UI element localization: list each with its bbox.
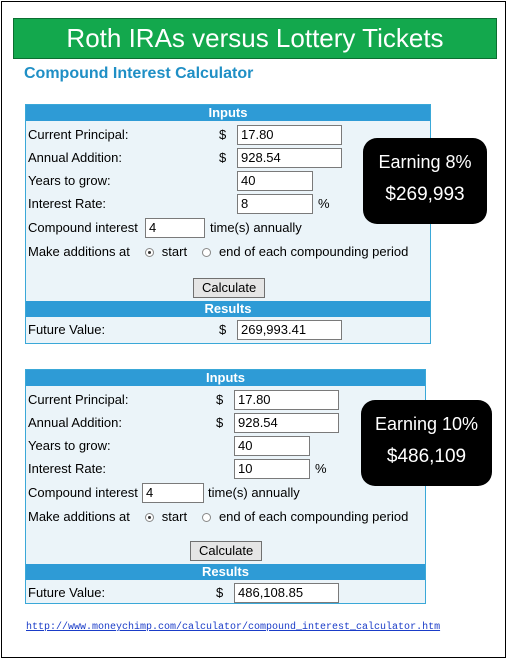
additions-row: Make additions at start end of each comp…	[28, 507, 408, 527]
start-label: start	[161, 509, 188, 524]
inputs-header: Inputs	[26, 105, 430, 121]
calculator-panel-2: Inputs Current Principal: $ 17.80 Annual…	[25, 369, 426, 604]
callout-rate-label: Earning 10%	[374, 414, 479, 434]
dollar-sign: $	[219, 322, 227, 337]
rate-row: Interest Rate:	[28, 459, 106, 479]
banner-title: Roth IRAs versus Lottery Tickets	[13, 18, 497, 59]
percent-sign: %	[315, 461, 327, 476]
principal-label: Current Principal:	[28, 127, 129, 142]
years-input[interactable]: 40	[237, 171, 313, 191]
annual-addition-label: Annual Addition:	[28, 415, 122, 430]
future-value-label: Future Value:	[28, 585, 106, 600]
years-row: Years to grow:	[28, 436, 111, 456]
future-value-output[interactable]: 269,993.41	[237, 320, 342, 340]
callout-earning-8: Earning 8% $269,993	[363, 138, 487, 224]
dollar-sign: $	[219, 150, 227, 165]
annual-addition-label: Annual Addition:	[28, 150, 122, 165]
results-header: Results	[26, 301, 430, 317]
principal-input[interactable]: 17.80	[237, 125, 342, 145]
rate-label: Interest Rate:	[28, 461, 107, 476]
rate-input[interactable]: 8	[237, 194, 313, 214]
future-value-row: Future Value:	[28, 320, 105, 340]
principal-row: Current Principal:	[28, 125, 128, 145]
dollar-sign: $	[216, 415, 224, 430]
principal-input[interactable]: 17.80	[234, 390, 339, 410]
calculate-button[interactable]: Calculate	[190, 541, 263, 561]
rate-label: Interest Rate:	[28, 196, 107, 211]
compound-label: Compound interest	[28, 485, 138, 500]
years-row: Years to grow:	[28, 171, 111, 191]
end-radio[interactable]	[202, 248, 212, 258]
end-label: end of each compounding period	[218, 509, 409, 524]
dollar-sign: $	[216, 585, 224, 600]
years-input[interactable]: 40	[234, 436, 310, 456]
callout-rate-label: Earning 8%	[378, 152, 472, 172]
times-annually-label: time(s) annually	[208, 485, 300, 500]
annual-addition-row: Annual Addition:	[28, 413, 122, 433]
annual-addition-input[interactable]: 928.54	[237, 148, 342, 168]
inputs-header: Inputs	[26, 370, 425, 386]
principal-row: Current Principal:	[28, 390, 128, 410]
calculate-button[interactable]: Calculate	[193, 278, 266, 298]
times-annually-label: time(s) annually	[210, 220, 302, 235]
start-label: start	[161, 244, 188, 259]
annual-addition-row: Annual Addition:	[28, 148, 122, 168]
future-value-row: Future Value:	[28, 583, 105, 603]
additions-row: Make additions at start end of each comp…	[28, 242, 408, 262]
dollar-sign: $	[219, 127, 227, 142]
compound-input[interactable]: 4	[145, 218, 205, 238]
annual-addition-input[interactable]: 928.54	[234, 413, 339, 433]
dollar-sign: $	[216, 392, 224, 407]
end-label: end of each compounding period	[218, 244, 409, 259]
compound-row: Compound interest	[28, 218, 138, 238]
rate-input[interactable]: 10	[234, 459, 310, 479]
calculator-title: Compound Interest Calculator	[24, 65, 254, 82]
compound-label: Compound interest	[28, 220, 138, 235]
compound-input[interactable]: 4	[142, 483, 204, 503]
calculator-panel-1: Inputs Current Principal: $ 17.80 Annual…	[25, 104, 431, 344]
start-radio[interactable]	[145, 513, 155, 523]
additions-label: Make additions at	[28, 244, 130, 259]
callout-earning-10: Earning 10% $486,109	[361, 400, 492, 486]
results-header: Results	[26, 564, 425, 580]
years-label: Years to grow:	[28, 438, 111, 453]
start-radio[interactable]	[145, 248, 155, 258]
callout-value-label: $269,993	[385, 184, 465, 205]
callout-value-label: $486,109	[386, 446, 467, 467]
end-radio[interactable]	[202, 513, 212, 523]
years-label: Years to grow:	[28, 173, 111, 188]
principal-label: Current Principal:	[28, 392, 129, 407]
additions-label: Make additions at	[28, 509, 130, 524]
future-value-label: Future Value:	[28, 322, 106, 337]
source-link[interactable]: http://www.moneychimp.com/calculator/com…	[26, 622, 441, 633]
future-value-output[interactable]: 486,108.85	[234, 583, 339, 603]
rate-row: Interest Rate:	[28, 194, 106, 214]
percent-sign: %	[318, 196, 330, 211]
compound-row: Compound interest	[28, 483, 138, 503]
